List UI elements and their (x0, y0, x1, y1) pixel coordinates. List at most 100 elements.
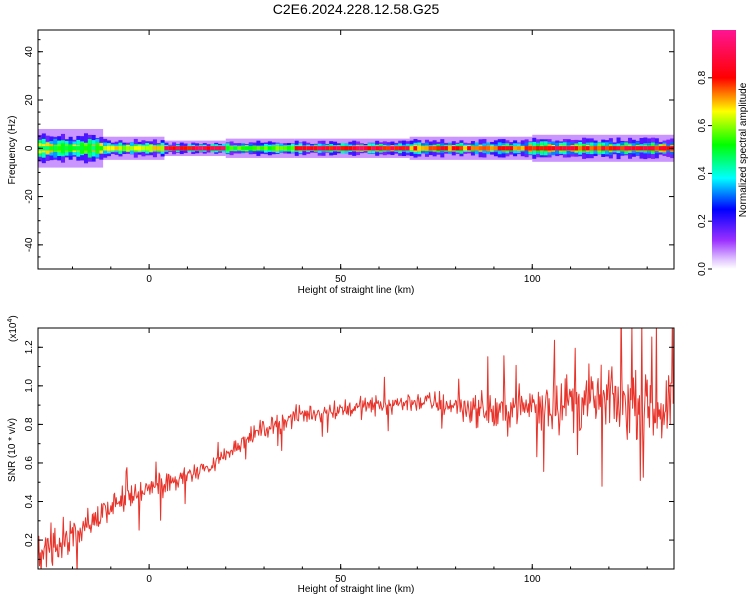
colorbar-gradient (712, 30, 736, 269)
heat-ridge-cell (597, 146, 602, 151)
heat-ridge-cell (409, 146, 414, 151)
spectrogram-panel: 0 50 100 -40 -20 0 20 40 Height of straight lin… (7, 29, 675, 296)
heat-ridge-cell (428, 146, 433, 151)
heat-ridge-cell (348, 146, 353, 151)
y-tick-label: -40 (24, 237, 35, 252)
heat-ridge-cell (137, 146, 142, 151)
heat-ridge-cell (126, 146, 131, 151)
heat-ridge-cell (405, 146, 410, 151)
snr-axes: 0 50 100 0.2 0.4 0.6 0.8 1.0 1.2 (24, 327, 674, 585)
heat-ridge-cell (371, 146, 376, 151)
heat-ridge-cell (313, 146, 318, 151)
heat-ridge-cell (509, 146, 514, 151)
heat-ridge-cell (624, 146, 629, 151)
heat-ridge-cell (620, 146, 625, 151)
colorbar: 0.0 0.2 0.4 0.6 0.8 Normalized spectral ampl… (697, 30, 749, 276)
y-tick-label: 0.4 (24, 494, 35, 508)
heat-ridge-cell (202, 146, 207, 151)
heat-ridge-cell (241, 146, 246, 151)
heat-ridge-cell (275, 146, 280, 151)
heat-ridge-cell (160, 146, 165, 151)
heat-ridge-cell (417, 146, 422, 151)
heat-ridge-cell (290, 146, 295, 151)
heat-ridge-cell (482, 146, 487, 151)
spectrogram-heat-layer (38, 128, 674, 168)
heat-ridge-cell (658, 146, 663, 151)
heat-ridge-cell (294, 146, 299, 151)
heat-ridge-cell (463, 146, 468, 151)
heat-ridge-cell (76, 146, 81, 151)
heat-ridge-cell (260, 146, 265, 151)
heat-ridge-cell (248, 146, 253, 151)
heat-ridge-cell (582, 146, 587, 151)
heat-ridge-cell (206, 146, 211, 151)
heat-ridge-cell (103, 146, 108, 151)
heat-ridge-cell (444, 146, 449, 151)
heat-ridge-cell (367, 146, 372, 151)
x-tick-label: 0 (146, 274, 152, 285)
spectrogram-axes: 0 50 100 -40 -20 0 20 40 (24, 30, 674, 285)
heat-ridge-cell (110, 146, 115, 151)
heat-ridge-cell (520, 146, 525, 151)
snr-multiplier-base: (x10 (8, 322, 19, 342)
heat-ridge-cell (513, 146, 518, 151)
snr-panel: 0 50 100 0.2 0.4 0.6 0.8 1.0 1.2 Height of strai… (7, 315, 675, 595)
heat-ridge-cell (229, 146, 234, 151)
heat-ridge-cell (363, 146, 368, 151)
heat-ridge-cell (271, 146, 276, 151)
heat-ridge-cell (344, 146, 349, 151)
heat-ridge-cell (666, 146, 671, 151)
heat-ridge-cell (164, 146, 169, 151)
colorbar-tick-label: 0.6 (697, 118, 708, 132)
heat-ridge-cell (474, 146, 479, 151)
heat-ridge-cell (321, 146, 326, 151)
heat-ridge-cell (651, 146, 656, 151)
heat-ridge-cell (168, 146, 173, 151)
heat-ridge-cell (68, 146, 73, 151)
heat-ridge-cell (505, 146, 510, 151)
heat-ridge-cell (114, 146, 119, 151)
heat-ridge-cell (536, 146, 541, 151)
heat-ridge-cell (436, 146, 441, 151)
colorbar-axes: 0.0 0.2 0.4 0.6 0.8 (697, 70, 712, 276)
heat-ridge-cell (424, 146, 429, 151)
heat-ridge-cell (451, 146, 456, 151)
heat-ridge-cell (267, 146, 272, 151)
heat-ridge-cell (279, 146, 284, 151)
heat-ridge-cell (635, 146, 640, 151)
heat-ridge-cell (532, 146, 537, 151)
heat-ridge-cell (340, 146, 345, 151)
y-tick-label: -20 (24, 189, 35, 204)
snr-xlabel: Height of straight line (km) (298, 584, 415, 595)
heat-ridge-cell (145, 146, 150, 151)
heat-ridge-cell (490, 146, 495, 151)
heat-ridge-cell (524, 146, 529, 151)
heat-ridge-cell (218, 146, 223, 151)
heat-ridge-cell (191, 146, 196, 151)
y-tick-label: 0.8 (24, 417, 35, 431)
snr-ylabel: SNR (10 * v/v) (7, 418, 18, 482)
heat-ridge-cell (41, 146, 46, 151)
heat-ridge-cell (654, 146, 659, 151)
y-tick-label: 40 (24, 46, 35, 58)
heat-ridge-cell (198, 146, 203, 151)
heat-ridge-cell (608, 146, 613, 151)
heat-ridge-cell (183, 146, 188, 151)
heat-ridge-cell (60, 146, 66, 151)
heat-ridge-cell (612, 146, 617, 151)
heat-ridge-cell (356, 146, 361, 151)
colorbar-tick-label: 0.2 (697, 214, 708, 228)
heat-ridge-cell (497, 146, 502, 151)
heat-ridge-cell (440, 146, 445, 151)
heat-ridge-cell (141, 146, 146, 151)
colorbar-tick-label: 0.8 (697, 70, 708, 84)
heat-ridge-cell (566, 146, 571, 151)
colorbar-label: Normalized spectral amplitude (738, 82, 749, 217)
heat-ridge-cell (187, 146, 192, 151)
heat-ridge-cell (605, 146, 610, 151)
y-tick-label: 0.6 (24, 456, 35, 470)
spectrogram-frame (37, 29, 675, 270)
heat-ridge-cell (570, 146, 575, 151)
spectrogram-ylabel: Frequency (Hz) (7, 116, 18, 185)
heat-ridge-cell (467, 146, 472, 151)
